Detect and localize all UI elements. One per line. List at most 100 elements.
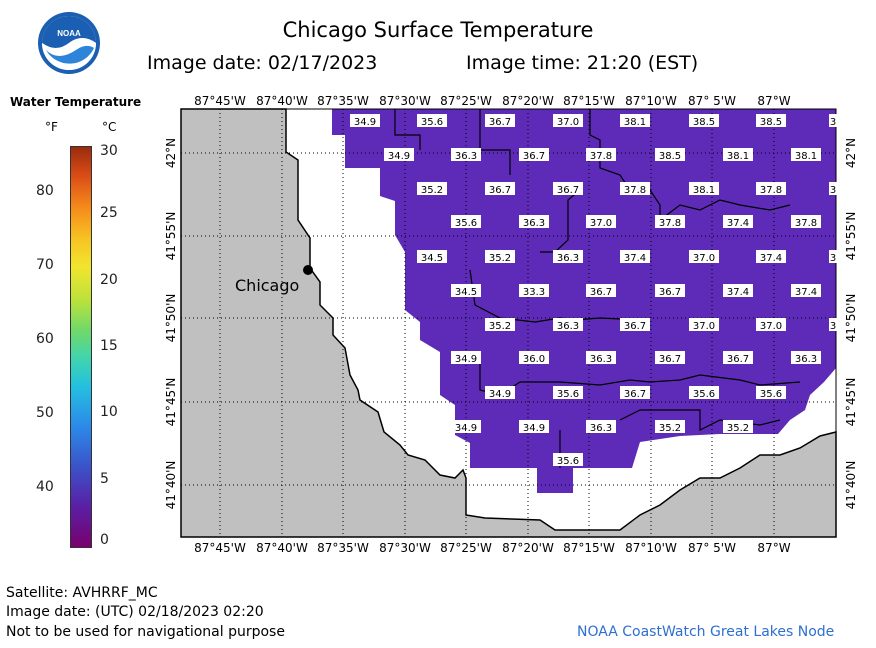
longitude-label: 87°10'W [625,541,677,555]
temperature-value: 37.4 [727,287,749,298]
latitude-label: 42°N [844,138,858,168]
temperature-value-label: 37.4 [791,284,821,298]
temperature-value-label: 37.8 [791,215,821,229]
temperature-value: 38.1 [795,151,817,162]
temperature-value-label: 35.6 [451,215,481,229]
temperature-value-box [586,284,616,297]
temperature-value-label: 36.7 [620,318,650,332]
temperature-value-box [519,148,549,161]
temperature-value-label: 34.5 [417,250,447,264]
temperature-labels: 34.9 35.6 36.7 37.0 38.1 38.5 38.5 3 34.9 36.3 36.… [350,114,837,467]
land-illinois [180,108,837,538]
temperature-value: 35.2 [659,423,681,434]
temperature-value: 35.2 [489,253,511,264]
temperature-value-label: 36.7 [655,351,685,365]
temperature-value: 35.6 [421,117,443,128]
temperature-value: 34.9 [523,423,545,434]
temperature-value-label: 36.0 [519,351,549,365]
temperature-value: 35.2 [727,423,749,434]
temperature-value-label: 36.3 [451,148,481,162]
temperature-value-label: 3 [829,318,837,332]
temperature-value-label: 36.3 [519,215,549,229]
temperature-value-box [485,318,515,331]
temperature-value-label: 3 [829,182,837,196]
latitude-label: 42°N [164,138,178,168]
temperature-value-box [620,114,650,127]
temperature-value: 36.7 [624,321,646,332]
disclaimer: Not to be used for navigational purpose [6,624,285,640]
temperature-value: 37.0 [693,253,715,264]
temperature-value: 34.9 [388,151,410,162]
longitude-label: 87°W [757,94,790,108]
temperature-value: 3 [830,117,836,128]
temperature-value: 37.0 [590,218,612,229]
temperature-value: 36.3 [523,218,545,229]
temperature-value-box [586,420,616,433]
celsius-tick: 0 [100,532,109,548]
temperature-value-box [519,215,549,228]
temperature-value-label: 37.0 [553,114,583,128]
temperature-value: 35.6 [557,456,579,467]
temperature-value-box [519,284,549,297]
longitude-label: 87°45'W [194,541,246,555]
temperature-value-box [485,386,515,399]
temperature-value-label: 38.1 [689,182,719,196]
temperature-value: 37.0 [693,321,715,332]
fahrenheit-tick: 40 [36,479,54,495]
temperature-value-box [756,182,786,195]
longitude-label: 87°10'W [625,94,677,108]
temperature-value: 34.9 [489,389,511,400]
longitude-label: 87°30'W [379,94,431,108]
latitude-label: 41°50'N [844,294,858,343]
latitude-labels-right: 42°N 41°55'N 41°50'N 41°45'N 41°40'N [844,138,858,510]
temperature-value-box [586,351,616,364]
temperature-value-label: 36.3 [586,351,616,365]
temperature-value: 35.2 [421,185,443,196]
temperature-value-box [620,182,650,195]
temperature-value-box [586,215,616,228]
logo-text: NOAA [57,29,81,38]
noaa-logo-icon: NOAA [38,12,100,74]
temperature-value-label: 37.0 [689,318,719,332]
temperature-value-box [723,284,753,297]
temperature-value-label: 36.7 [485,182,515,196]
unit-celsius: °C [102,120,117,134]
temperature-value-label: 34.5 [451,284,481,298]
temperature-value: 36.3 [795,354,817,365]
latitude-label: 41°45'N [164,378,178,427]
temperature-value: 34.9 [354,117,376,128]
longitude-gridlines [219,109,775,537]
page-title: Chicago Surface Temperature [282,18,594,42]
temperature-value-label: 36.7 [586,284,616,298]
temperature-value-box [485,182,515,195]
temperature-value-label: 35.2 [485,318,515,332]
temperature-value: 36.3 [590,354,612,365]
temperature-value-label: 38.1 [723,148,753,162]
temperature-value-label: 38.5 [689,114,719,128]
temperature-value: 34.9 [455,423,477,434]
temperature-value-box [791,284,821,297]
temperature-value-label: 34.9 [485,386,515,400]
temperature-value: 34.5 [421,253,443,264]
temperature-value: 36.7 [523,151,545,162]
temperature-value-box [756,386,786,399]
temperature-value-box [791,351,821,364]
latitude-label: 41°55'N [844,212,858,261]
temperature-value: 38.1 [693,185,715,196]
temperature-value-label: 36.3 [553,250,583,264]
latitude-label: 41°40'N [844,461,858,510]
temperature-value: 36.3 [455,151,477,162]
temperature-value-label: 37.4 [620,250,650,264]
temperature-value-label: 34.9 [451,351,481,365]
temperature-value-label: 36.3 [553,318,583,332]
temperature-value-label: 36.3 [586,420,616,434]
temperature-value-box [791,215,821,228]
temperature-value-box [723,351,753,364]
fahrenheit-tick: 60 [36,331,54,347]
temperature-value-box [829,114,837,127]
fahrenheit-tick: 80 [36,183,54,199]
temperature-value: 36.3 [590,423,612,434]
temperature-value-label: 37.8 [756,182,786,196]
temperature-value-box [553,386,583,399]
temperature-value: 37.4 [795,287,817,298]
